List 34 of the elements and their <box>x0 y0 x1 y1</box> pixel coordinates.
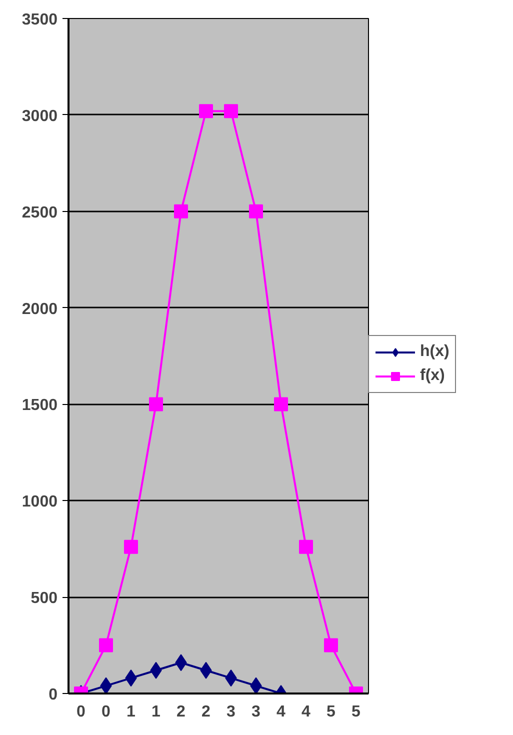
y-tick-label: 2000 <box>22 300 58 318</box>
legend-label: h(x) <box>420 343 450 361</box>
x-tick-label: 5 <box>326 704 336 720</box>
x-tick-label: 2 <box>176 704 186 720</box>
y-tick-label: 3500 <box>22 12 58 28</box>
legend-label: f(x) <box>420 367 445 385</box>
point <box>224 104 238 118</box>
point <box>250 677 262 694</box>
x-tick-label: 5 <box>352 704 361 720</box>
x-tick-label: 3 <box>252 704 261 720</box>
point <box>299 540 313 554</box>
x-tick-label: 4 <box>302 704 311 720</box>
y-tick-label: 1500 <box>22 397 58 414</box>
point <box>99 638 113 652</box>
point <box>124 540 138 554</box>
point <box>274 397 288 412</box>
y-tick-label: 3000 <box>22 108 58 125</box>
x-tick-label: 2 <box>202 704 211 720</box>
x-tick-label: 0 <box>102 704 111 720</box>
point <box>199 104 213 118</box>
y-tick-label: 500 <box>30 590 58 608</box>
y-tick-label: 1000 <box>22 494 58 511</box>
x-tick-label: 0 <box>76 704 86 720</box>
x-tick-label: 1 <box>152 704 161 720</box>
x-tick-label: 1 <box>126 704 136 720</box>
x-tick-label: 3 <box>226 704 236 720</box>
y-tick-label: 2500 <box>22 204 58 222</box>
point <box>174 204 188 218</box>
point <box>324 638 338 652</box>
point <box>100 677 112 694</box>
point <box>149 397 163 412</box>
x-tick-label: 4 <box>276 704 286 720</box>
y-tick-label: 0 <box>48 686 58 704</box>
point <box>249 204 263 218</box>
